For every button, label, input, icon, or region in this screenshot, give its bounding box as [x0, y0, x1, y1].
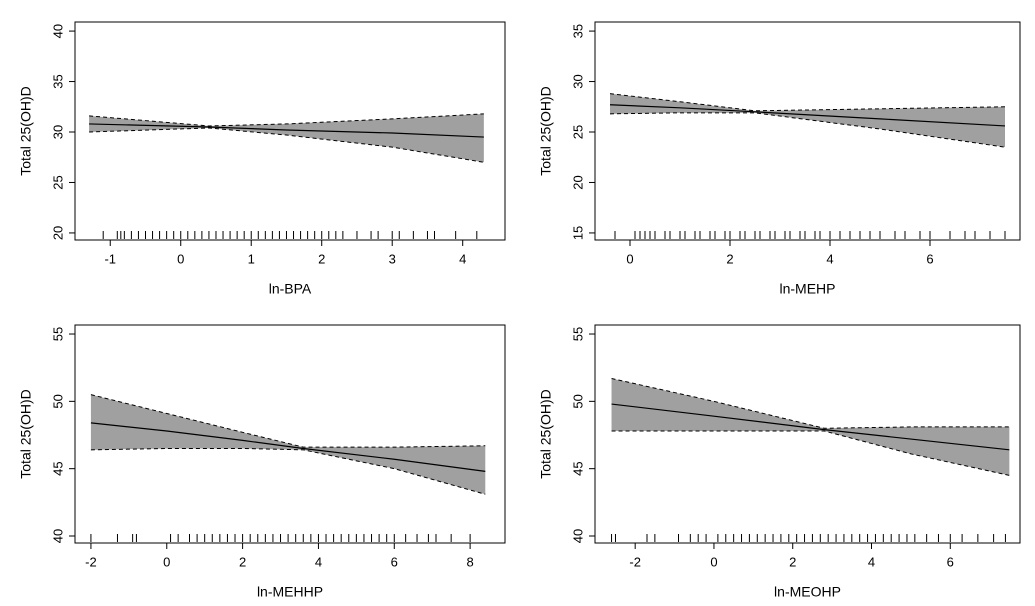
x-tick-label: -2	[85, 554, 97, 569]
y-axis-label: Total 25(OH)D	[538, 389, 554, 478]
x-tick-label: 0	[626, 251, 633, 266]
fit-line	[611, 403, 1010, 451]
y-tick-label: 20	[570, 175, 585, 189]
y-tick-label: 35	[50, 74, 65, 88]
x-tick-label: 0	[177, 251, 184, 266]
y-tick-label: 15	[570, 226, 585, 240]
x-tick-label: -1	[104, 251, 116, 266]
y-tick-label: 25	[570, 125, 585, 139]
x-tick-label: 1	[248, 251, 255, 266]
x-tick-label: 0	[710, 554, 717, 569]
plot-frame	[74, 324, 506, 544]
x-tick-label: 2	[318, 251, 325, 266]
y-tick-label: 45	[50, 461, 65, 475]
plot-frame	[594, 324, 1021, 544]
y-tick-label: 40	[50, 529, 65, 543]
y-tick-label: 30	[50, 125, 65, 139]
x-tick-label: -2	[629, 554, 641, 569]
confidence-limit	[90, 394, 486, 448]
y-tick-label: 55	[570, 327, 585, 341]
y-tick-label: 50	[50, 394, 65, 408]
x-tick-label: 8	[466, 554, 473, 569]
y-tick-label: 55	[50, 327, 65, 341]
x-tick-label: 3	[389, 251, 396, 266]
fit-line	[89, 123, 484, 138]
y-tick-label: 40	[570, 529, 585, 543]
y-tick-label: 20	[50, 226, 65, 240]
x-tick-label: 4	[315, 554, 322, 569]
x-axis-label: ln-MEOHP	[774, 584, 841, 600]
plot-frame	[594, 21, 1021, 241]
y-tick-label: 45	[570, 461, 585, 475]
x-tick-label: 2	[726, 251, 733, 266]
x-tick-label: 2	[789, 554, 796, 569]
plot-frame	[74, 21, 506, 241]
confidence-limit	[90, 447, 486, 495]
x-tick-label: 4	[826, 251, 833, 266]
y-tick-label: 40	[50, 24, 65, 38]
y-tick-label: 30	[570, 74, 585, 88]
confidence-band	[90, 394, 486, 495]
x-tick-label: 6	[947, 554, 954, 569]
confidence-limit	[89, 113, 484, 127]
confidence-limit	[611, 377, 1010, 429]
x-axis-label: ln-MEHHP	[257, 584, 323, 600]
y-tick-label: 35	[570, 24, 585, 38]
confidence-limit	[611, 430, 1010, 476]
confidence-limit	[89, 127, 484, 163]
y-axis-label: Total 25(OH)D	[18, 389, 34, 478]
fit-line	[90, 422, 486, 472]
y-tick-label: 25	[50, 175, 65, 189]
y-axis-label: Total 25(OH)D	[538, 86, 554, 175]
confidence-band	[610, 93, 1005, 148]
x-axis-label: ln-MEHP	[779, 281, 835, 297]
x-axis-label: ln-BPA	[269, 281, 312, 297]
confidence-band	[611, 378, 1010, 476]
x-tick-label: 6	[926, 251, 933, 266]
fit-line	[609, 104, 1006, 127]
x-tick-label: 2	[239, 554, 246, 569]
x-tick-label: 4	[459, 251, 466, 266]
x-tick-label: 0	[163, 554, 170, 569]
y-tick-label: 50	[570, 394, 585, 408]
x-tick-label: 4	[868, 554, 875, 569]
y-axis-label: Total 25(OH)D	[18, 86, 34, 175]
x-tick-label: 6	[391, 554, 398, 569]
